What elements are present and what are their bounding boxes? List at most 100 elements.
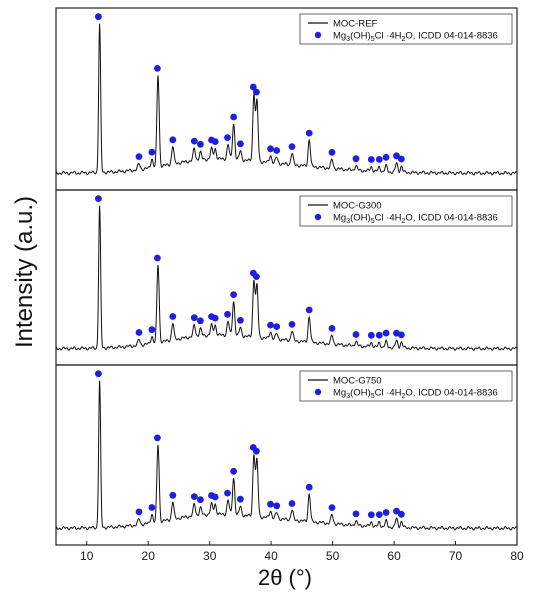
reference-peak-marker: [154, 434, 161, 442]
reference-peak-marker: [267, 500, 274, 508]
legend-marker-swatch: [314, 213, 322, 221]
reference-peak-marker: [211, 493, 219, 501]
reference-peak-marker: [273, 502, 281, 510]
reference-peak-marker: [398, 155, 405, 163]
reference-peak-marker: [95, 195, 102, 203]
series-line-moc-g300: [55, 205, 518, 351]
legend-marker-swatch: [314, 388, 322, 396]
reference-peak-marker: [230, 291, 238, 298]
reference-peak-marker: [154, 254, 161, 262]
legend-series-label: MOC-REF: [333, 19, 378, 30]
reference-peak-marker: [375, 511, 383, 518]
reference-peak-marker: [367, 331, 375, 339]
x-tick-label: 70: [449, 549, 463, 563]
reference-peak-marker: [288, 143, 296, 151]
legend-marker-label: Mg3(OH)5Cl ·4H2O, ICDD 04-014-8836: [333, 31, 498, 44]
legend-marker-swatch: [314, 31, 322, 39]
reference-peak-marker: [352, 510, 360, 518]
reference-peak-marker: [169, 136, 177, 144]
reference-peak-marker: [249, 83, 257, 91]
reference-peak-marker: [224, 310, 231, 318]
x-tick-label: 20: [142, 549, 156, 563]
reference-peak-marker: [393, 507, 400, 515]
reference-peak-marker: [328, 325, 336, 332]
legend-series-label: MOC-G300: [333, 201, 382, 212]
reference-peak-marker: [382, 153, 390, 161]
legend-marker-label: Mg3(OH)5Cl ·4H2O, ICDD 04-014-8836: [333, 388, 498, 401]
reference-peak-marker: [398, 331, 405, 339]
series-line-moc-ref: [55, 23, 518, 176]
y-axis-title: Intensity (a.u.): [11, 196, 38, 348]
reference-peak-marker: [237, 316, 244, 324]
reference-peak-marker: [267, 145, 274, 153]
reference-peak-marker: [237, 495, 244, 503]
reference-peak-marker: [328, 504, 336, 511]
reference-peak-marker: [190, 314, 198, 322]
reference-peak-marker: [382, 509, 390, 516]
reference-peak-marker: [305, 483, 313, 491]
reference-peak-marker: [288, 321, 296, 328]
x-tick-label: 30: [203, 549, 217, 563]
legend-box: [299, 13, 513, 45]
reference-peak-marker: [197, 140, 204, 148]
x-tick-label: 80: [510, 549, 524, 563]
reference-peak-marker: [211, 138, 219, 146]
reference-peak-marker: [382, 329, 390, 337]
reference-peak-marker: [211, 314, 219, 322]
legend-marker-label: Mg3(OH)5Cl ·4H2O, ICDD 04-014-8836: [333, 213, 498, 226]
legend-box: [299, 370, 513, 402]
reference-peak-marker: [237, 140, 244, 148]
x-tick-label: 40: [264, 549, 278, 563]
legend-box: [299, 195, 513, 227]
reference-peak-marker: [253, 273, 260, 280]
x-tick-label: 10: [80, 549, 94, 563]
reference-peak-marker: [197, 317, 204, 325]
reference-peak-marker: [154, 65, 161, 72]
reference-peak-marker: [224, 134, 231, 142]
reference-peak-marker: [169, 491, 177, 499]
reference-peak-marker: [367, 156, 375, 163]
reference-peak-marker: [148, 326, 156, 334]
reference-peak-marker: [305, 306, 313, 314]
reference-peak-marker: [135, 153, 143, 161]
reference-peak-marker: [352, 155, 360, 163]
reference-peak-marker: [230, 113, 238, 121]
x-axis-title: 2θ (°): [258, 565, 312, 590]
legend-series-label: MOC-G750: [333, 376, 382, 387]
x-tick-labels: 10 20 30 40 50 60 70 80: [80, 541, 524, 563]
reference-peak-marker: [267, 321, 274, 329]
reference-peak-marker: [398, 510, 405, 518]
x-tick-label: 50: [326, 549, 340, 563]
reference-peak-marker: [328, 148, 336, 156]
reference-peak-marker: [224, 489, 231, 497]
reference-peak-marker: [135, 508, 143, 516]
x-tick-label: 60: [387, 549, 401, 563]
reference-peak-marker: [393, 152, 400, 160]
reference-peak-marker: [95, 13, 102, 21]
reference-peak-marker: [148, 504, 156, 511]
reference-peak-marker: [148, 148, 156, 156]
reference-peak-marker: [352, 331, 360, 338]
reference-peak-marker: [273, 323, 281, 330]
reference-peak-marker: [288, 500, 296, 507]
reference-peak-marker: [190, 137, 198, 145]
reference-peak-marker: [375, 331, 383, 339]
reference-peak-marker: [253, 88, 260, 96]
reference-peak-marker: [375, 156, 383, 163]
reference-peak-marker: [197, 496, 204, 504]
reference-peak-marker: [169, 313, 177, 320]
reference-peak-marker: [253, 447, 260, 455]
panel-frame: [55, 364, 518, 546]
reference-peak-marker: [190, 493, 198, 500]
reference-peak-marker: [230, 467, 238, 475]
series-line-moc-g750: [55, 380, 518, 531]
reference-peak-marker: [135, 329, 143, 336]
reference-peak-marker: [95, 370, 102, 378]
